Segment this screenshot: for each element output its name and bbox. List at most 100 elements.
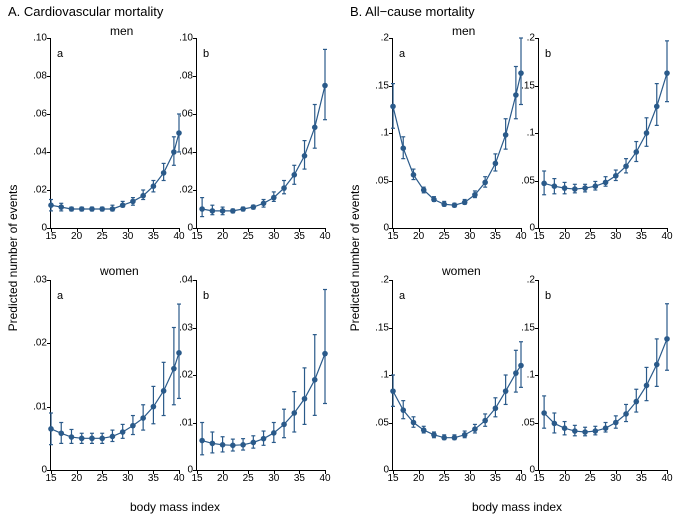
xtick-label: 20: [559, 228, 570, 242]
ytick-label: .02: [179, 370, 197, 381]
xtick-label: 30: [464, 228, 475, 242]
ytick-label: .05: [375, 417, 393, 428]
ytick-label: .15: [375, 80, 393, 91]
xtick-label: 40: [319, 470, 330, 484]
subplot-A-women-a: 0.01.02.03152025303540a: [50, 280, 179, 471]
xtick-label: 40: [173, 228, 184, 242]
ytick-label: .02: [179, 185, 197, 196]
subplot-B-men-b: 0.05.1.15.2152025303540b: [538, 38, 667, 229]
xtick-label: 35: [148, 228, 159, 242]
figure: A. Cardiovascular mortality Predicted nu…: [0, 0, 685, 516]
ytick-label: .01: [33, 401, 51, 412]
xtick-label: 35: [490, 228, 501, 242]
panel-B-xlabel: body mass index: [472, 500, 562, 514]
xtick-label: 25: [97, 228, 108, 242]
panel-B-group-women: women: [442, 264, 481, 278]
xtick-label: 40: [515, 228, 526, 242]
ytick-label: .10: [179, 33, 197, 44]
ytick-label: .05: [521, 417, 539, 428]
ytick-label: .04: [179, 147, 197, 158]
chart-svg: [197, 38, 325, 228]
xtick-label: 40: [515, 470, 526, 484]
xtick-label: 25: [585, 470, 596, 484]
ytick-label: .08: [179, 71, 197, 82]
xtick-label: 30: [122, 470, 133, 484]
subplot-B-women-b: 0.05.1.15.2152025303540b: [538, 280, 667, 471]
ytick-label: .2: [381, 275, 393, 286]
xtick-label: 30: [464, 470, 475, 484]
xtick-label: 25: [585, 228, 596, 242]
ytick-label: .15: [521, 322, 539, 333]
xtick-label: 15: [45, 470, 56, 484]
xtick-label: 30: [610, 228, 621, 242]
xtick-label: 35: [294, 228, 305, 242]
panel-B-group-men: men: [452, 24, 475, 38]
xtick-label: 40: [319, 228, 330, 242]
panel-A-ylabel: Predicted number of events: [6, 185, 20, 332]
ytick-label: .08: [33, 71, 51, 82]
ytick-label: .06: [179, 109, 197, 120]
xtick-label: 15: [387, 470, 398, 484]
panel-B: B. All−cause mortality Predicted number …: [342, 0, 685, 516]
panel-A-xlabel: body mass index: [130, 500, 220, 514]
ytick-label: .03: [33, 275, 51, 286]
xtick-label: 35: [490, 470, 501, 484]
panel-A-group-men: men: [110, 24, 133, 38]
panel-A: A. Cardiovascular mortality Predicted nu…: [0, 0, 342, 516]
xtick-label: 25: [439, 228, 450, 242]
chart-svg: [393, 280, 521, 470]
xtick-label: 30: [610, 470, 621, 484]
ytick-label: .03: [179, 322, 197, 333]
panel-B-title: B. All−cause mortality: [350, 4, 475, 19]
xtick-label: 25: [439, 470, 450, 484]
xtick-label: 15: [387, 228, 398, 242]
ytick-label: .2: [527, 33, 539, 44]
chart-svg: [51, 280, 179, 470]
xtick-label: 15: [45, 228, 56, 242]
xtick-label: 20: [71, 470, 82, 484]
chart-svg: [539, 280, 667, 470]
panel-A-title: A. Cardiovascular mortality: [8, 4, 163, 19]
panel-A-group-women: women: [100, 264, 139, 278]
subplot-A-men-a: 0.02.04.06.08.10152025303540a: [50, 38, 179, 229]
xtick-label: 35: [636, 228, 647, 242]
subplot-B-women-a: 0.05.1.15.2152025303540a: [392, 280, 521, 471]
ytick-label: .04: [179, 275, 197, 286]
ytick-label: .05: [521, 175, 539, 186]
xtick-label: 35: [294, 470, 305, 484]
xtick-label: 20: [413, 470, 424, 484]
ytick-label: .1: [527, 370, 539, 381]
xtick-label: 30: [122, 228, 133, 242]
xtick-label: 35: [148, 470, 159, 484]
ytick-label: .1: [381, 128, 393, 139]
chart-svg: [393, 38, 521, 228]
subplot-A-men-b: 0.02.04.06.08.10152025303540b: [196, 38, 325, 229]
xtick-label: 30: [268, 470, 279, 484]
xtick-label: 20: [413, 228, 424, 242]
xtick-label: 40: [661, 470, 672, 484]
xtick-label: 30: [268, 228, 279, 242]
ytick-label: .01: [179, 417, 197, 428]
ytick-label: .2: [527, 275, 539, 286]
ytick-label: .06: [33, 109, 51, 120]
xtick-label: 20: [559, 470, 570, 484]
chart-svg: [197, 280, 325, 470]
xtick-label: 20: [217, 228, 228, 242]
xtick-label: 15: [191, 228, 202, 242]
xtick-label: 20: [71, 228, 82, 242]
xtick-label: 15: [191, 470, 202, 484]
ytick-label: .15: [375, 322, 393, 333]
ytick-label: .05: [375, 175, 393, 186]
xtick-label: 40: [173, 470, 184, 484]
ytick-label: .02: [33, 185, 51, 196]
xtick-label: 15: [533, 228, 544, 242]
chart-svg: [51, 38, 179, 228]
ytick-label: .02: [33, 338, 51, 349]
xtick-label: 20: [217, 470, 228, 484]
xtick-label: 25: [243, 470, 254, 484]
xtick-label: 25: [97, 470, 108, 484]
ytick-label: .15: [521, 80, 539, 91]
subplot-B-men-a: 0.05.1.15.2152025303540a: [392, 38, 521, 229]
subplot-A-women-b: 0.01.02.03.04152025303540b: [196, 280, 325, 471]
ytick-label: .1: [527, 128, 539, 139]
